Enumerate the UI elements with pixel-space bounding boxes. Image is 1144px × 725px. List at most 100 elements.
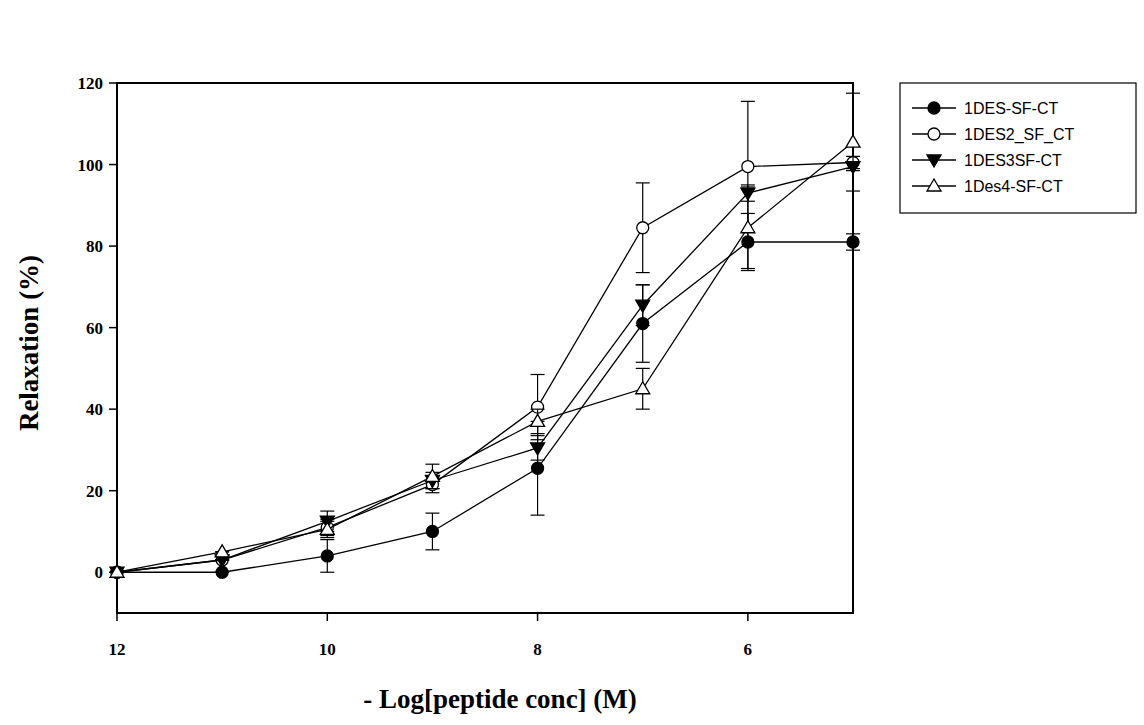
y-tick	[109, 245, 117, 247]
point	[847, 236, 859, 248]
error-cap	[531, 460, 545, 461]
point	[320, 522, 334, 534]
error-cap	[320, 539, 334, 540]
series	[110, 162, 860, 580]
point	[425, 469, 439, 481]
y-tick	[109, 164, 117, 166]
point	[741, 221, 755, 233]
error-cap	[320, 537, 334, 538]
legend-label: 1Des4-SF-CT	[964, 178, 1063, 195]
error-cap	[741, 186, 755, 187]
y-tick-label: 120	[78, 74, 104, 93]
error-cap	[425, 492, 439, 493]
x-tick-label: 12	[109, 640, 126, 659]
error-cap	[531, 433, 545, 434]
y-tick	[109, 327, 117, 329]
series	[110, 93, 860, 577]
error-cap	[846, 250, 860, 251]
error-bar	[531, 375, 545, 440]
error-cap	[425, 549, 439, 550]
error-bar	[531, 436, 545, 460]
error-cap	[636, 284, 650, 285]
y-tick	[109, 490, 117, 492]
error-bar	[636, 285, 650, 362]
error-cap	[531, 409, 545, 410]
point	[636, 382, 650, 394]
error-cap	[846, 233, 860, 234]
error-cap	[636, 362, 650, 363]
y-axis-label: Relaxation (%)	[14, 255, 44, 431]
series-line	[117, 142, 853, 572]
point	[636, 300, 650, 312]
error-bar	[425, 464, 439, 488]
error-bar	[320, 540, 334, 573]
x-tick	[537, 613, 539, 621]
legend-marker	[927, 155, 941, 167]
y-tick	[109, 82, 117, 84]
error-cap	[741, 268, 755, 269]
legend-label: 1DES3SF-CT	[964, 152, 1062, 169]
legend-entry: 1DES3SF-CT	[912, 152, 1062, 169]
error-cap	[320, 572, 334, 573]
x-tick	[747, 613, 749, 621]
series-line	[117, 167, 853, 573]
point	[531, 414, 545, 426]
error-cap	[425, 464, 439, 465]
error-cap	[320, 510, 334, 511]
x-tick	[327, 613, 329, 621]
error-bar	[636, 368, 650, 409]
error-cap	[636, 182, 650, 183]
point	[742, 161, 754, 173]
point	[215, 545, 229, 557]
legend-marker	[928, 128, 940, 140]
point	[426, 525, 438, 537]
error-bar	[846, 93, 860, 191]
point	[532, 462, 544, 474]
legend-label: 1DES2_SF_CT	[964, 126, 1074, 144]
legend-entry: 1DES2_SF_CT	[912, 126, 1074, 144]
point	[111, 566, 123, 578]
error-cap	[846, 93, 860, 94]
plot-frame	[117, 83, 853, 613]
error-cap	[741, 270, 755, 271]
series	[110, 213, 860, 578]
point	[846, 135, 860, 147]
error-cap	[636, 284, 650, 285]
legend: 1DES-SF-CT 1DES2_SF_CT 1DES3SF-CT 1Des4-SF-…	[900, 83, 1136, 213]
error-bar	[425, 513, 439, 550]
y-tick-label: 100	[78, 156, 104, 175]
legend-entry: 1Des4-SF-CT	[912, 178, 1063, 195]
error-cap	[846, 190, 860, 191]
series-line	[117, 163, 853, 573]
chart: 020406080100120121086- Log[peptide conc]…	[0, 0, 1144, 725]
error-cap	[636, 272, 650, 273]
error-bar	[531, 409, 545, 433]
legend-entry: 1DES-SF-CT	[912, 100, 1058, 117]
error-bar	[846, 234, 860, 250]
error-cap	[531, 435, 545, 436]
y-tick-label: 40	[86, 400, 103, 419]
point	[531, 443, 545, 455]
plot-marks	[110, 93, 860, 579]
y-tick-label: 60	[86, 319, 103, 338]
error-cap	[425, 513, 439, 514]
x-tick	[116, 613, 118, 621]
point	[321, 550, 333, 562]
y-tick-label: 0	[95, 563, 104, 582]
legend-label: 1DES-SF-CT	[964, 100, 1058, 117]
x-axis-label: - Log[peptide conc] (M)	[363, 684, 637, 714]
error-stem	[642, 285, 643, 362]
y-tick-label: 20	[86, 482, 103, 501]
point	[111, 566, 123, 578]
error-cap	[531, 374, 545, 375]
legend-marker	[927, 179, 941, 191]
point	[637, 222, 649, 234]
error-cap	[741, 184, 755, 185]
error-bar	[636, 183, 650, 273]
error-cap	[425, 488, 439, 489]
error-bar	[636, 285, 650, 326]
error-cap	[636, 368, 650, 369]
error-bar	[320, 521, 334, 537]
x-tick-label: 6	[744, 640, 753, 659]
error-cap	[636, 325, 650, 326]
